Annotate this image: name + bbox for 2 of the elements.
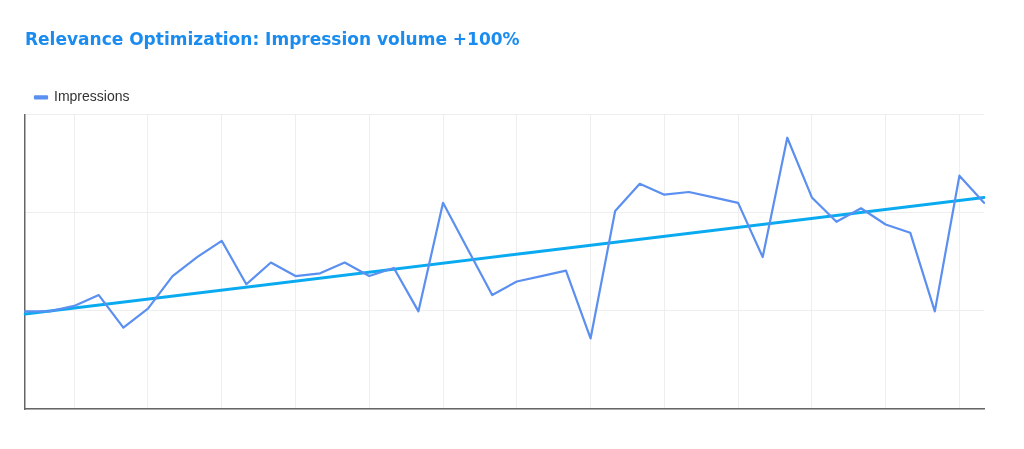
chart-title: Relevance Optimization: Impression volume +100%: [25, 28, 520, 49]
legend-label: Impressions: [54, 88, 130, 105]
